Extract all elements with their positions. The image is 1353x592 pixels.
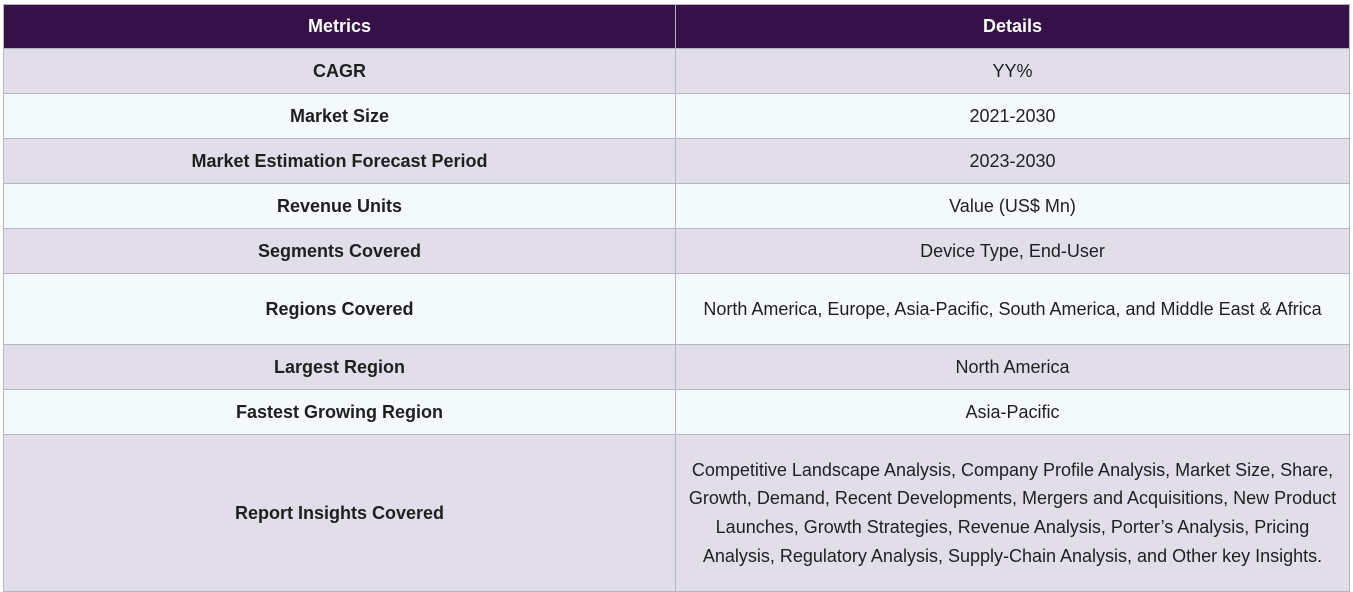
details-cell: North America [675, 344, 1350, 390]
header-metrics: Metrics [3, 4, 676, 49]
table-row: Segments Covered Device Type, End-User [3, 228, 1350, 274]
metric-cell: Largest Region [3, 344, 676, 390]
table-row: CAGR YY% [3, 48, 1350, 94]
details-cell: Competitive Landscape Analysis, Company … [675, 434, 1350, 592]
details-cell: Asia-Pacific [675, 389, 1350, 435]
metric-cell: Revenue Units [3, 183, 676, 229]
metric-cell: Fastest Growing Region [3, 389, 676, 435]
table-header-row: Metrics Details [3, 4, 1350, 49]
table-row: Largest Region North America [3, 344, 1350, 390]
metric-cell: Report Insights Covered [3, 434, 676, 592]
table-row: Regions Covered North America, Europe, A… [3, 273, 1350, 345]
metric-cell: Market Size [3, 93, 676, 139]
table-row: Market Estimation Forecast Period 2023-2… [3, 138, 1350, 184]
details-cell: 2021-2030 [675, 93, 1350, 139]
metric-cell: Market Estimation Forecast Period [3, 138, 676, 184]
table-row: Market Size 2021-2030 [3, 93, 1350, 139]
details-cell: YY% [675, 48, 1350, 94]
metric-cell: CAGR [3, 48, 676, 94]
details-cell: North America, Europe, Asia-Pacific, Sou… [675, 273, 1350, 345]
table-row: Report Insights Covered Competitive Land… [3, 434, 1350, 592]
table-row: Revenue Units Value (US$ Mn) [3, 183, 1350, 229]
table-row: Fastest Growing Region Asia-Pacific [3, 389, 1350, 435]
metrics-table: Metrics Details CAGR YY% Market Size 202… [3, 4, 1350, 592]
header-details: Details [675, 4, 1350, 49]
details-cell: 2023-2030 [675, 138, 1350, 184]
details-cell: Value (US$ Mn) [675, 183, 1350, 229]
metric-cell: Segments Covered [3, 228, 676, 274]
details-cell: Device Type, End-User [675, 228, 1350, 274]
metrics-table-container: Metrics Details CAGR YY% Market Size 202… [3, 4, 1350, 592]
metric-cell: Regions Covered [3, 273, 676, 345]
